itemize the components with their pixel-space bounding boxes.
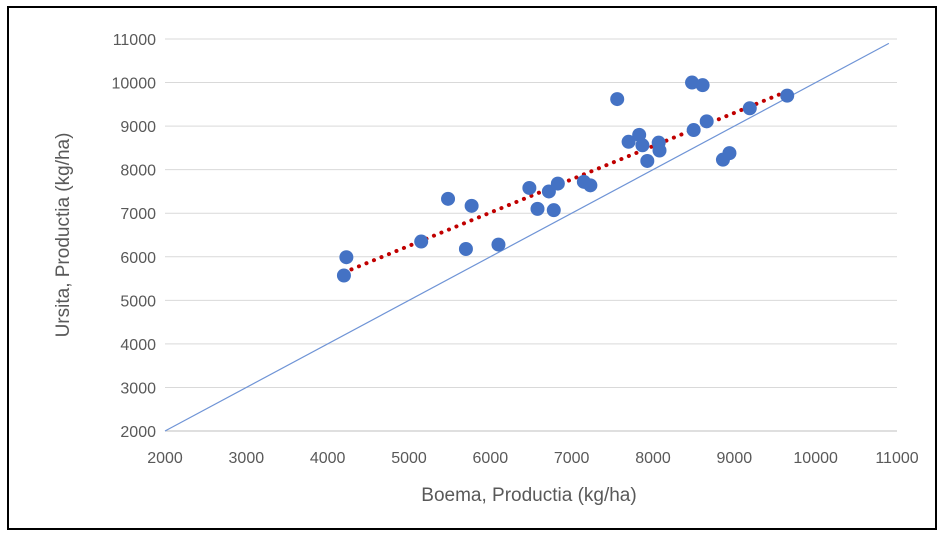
x-axis-title: Boema, Productia (kg/ha) [421, 485, 636, 506]
data-point [640, 153, 655, 168]
data-point [742, 101, 757, 116]
y-axis-title: Ursita, Productia (kg/ha) [53, 133, 74, 338]
x-tick-label: 5000 [391, 450, 427, 467]
y-tick-label: 5000 [120, 293, 156, 310]
data-point [336, 268, 351, 283]
data-point [699, 114, 714, 129]
trendline-group [341, 89, 790, 275]
data-point [522, 180, 537, 195]
data-point [546, 203, 561, 218]
data-point [610, 92, 625, 107]
data-point [583, 178, 598, 193]
data-point [635, 138, 650, 153]
y-tick-label: 8000 [120, 163, 156, 180]
data-point [458, 241, 473, 256]
x-tick-label: 6000 [473, 450, 509, 467]
x-tick-label: 2000 [147, 450, 183, 467]
x-tick-labels: 2000 3000 4000 5000 6000 7000 8000 9000 10000 110… [147, 450, 919, 467]
y-tick-label: 6000 [120, 250, 156, 267]
data-point [339, 250, 354, 265]
reference-line [164, 42, 890, 432]
x-tick-label: 3000 [229, 450, 265, 467]
data-point [695, 78, 710, 93]
data-point [652, 143, 667, 158]
x-tick-label: 8000 [635, 450, 671, 467]
reference-line-group [164, 42, 890, 432]
trendline [341, 89, 790, 275]
gridlines [165, 38, 897, 432]
y-tick-label: 2000 [120, 424, 156, 441]
data-point [780, 88, 795, 103]
data-point [441, 191, 456, 206]
y-tick-label: 11000 [113, 32, 156, 49]
data-point [686, 123, 701, 138]
data-point [550, 176, 565, 191]
x-tick-label: 9000 [717, 450, 753, 467]
data-point [530, 201, 545, 216]
data-point [621, 134, 636, 149]
data-point [414, 234, 429, 249]
data-points [336, 75, 795, 283]
data-point [491, 237, 506, 252]
y-tick-label: 3000 [120, 380, 156, 397]
x-tick-label: 10000 [793, 450, 838, 467]
y-tick-label: 9000 [120, 119, 156, 136]
y-tick-label: 4000 [120, 337, 156, 354]
x-tick-label: 4000 [310, 450, 346, 467]
x-tick-label: 11000 [875, 450, 918, 467]
x-tick-label: 7000 [554, 450, 590, 467]
data-point [722, 146, 737, 161]
y-tick-label: 10000 [112, 76, 157, 93]
y-tick-label: 7000 [120, 206, 156, 223]
data-point [464, 198, 479, 213]
data-point [685, 75, 700, 90]
y-tick-labels: 2000 3000 4000 5000 6000 7000 8000 9000 10000 110… [112, 32, 157, 441]
